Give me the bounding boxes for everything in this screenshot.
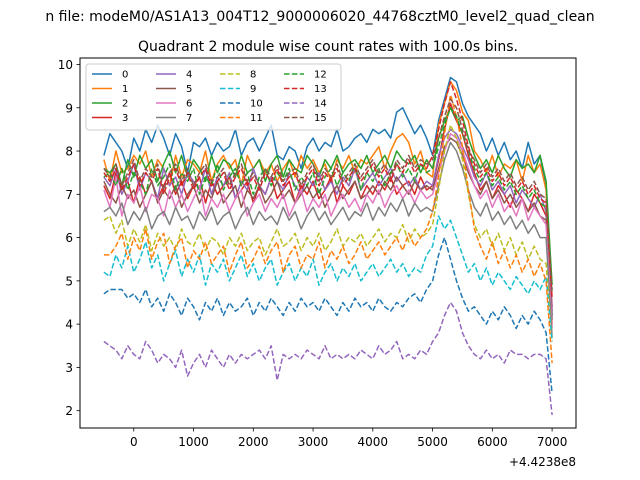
- legend-label-10: 10: [250, 99, 263, 110]
- series-line-14: [103, 301, 553, 416]
- series-line-6: [103, 132, 553, 329]
- x-tick-label: 7000: [537, 435, 568, 449]
- x-tick-label: 3000: [298, 435, 329, 449]
- legend-label-3: 3: [122, 113, 128, 124]
- y-tick-label: 5: [65, 274, 73, 288]
- legend-label-15: 15: [314, 113, 327, 124]
- x-axis: 0 1000 2000 3000 4000 5000 6000 7000: [130, 428, 567, 449]
- x-tick-label: 5000: [417, 435, 448, 449]
- x-tick-label: 0: [130, 435, 138, 449]
- x-tick-label: 6000: [477, 435, 508, 449]
- legend-label-8: 8: [250, 70, 256, 81]
- x-tick-label: 4000: [358, 435, 389, 449]
- legend-box: [85, 63, 342, 131]
- series-line-7: [103, 141, 553, 338]
- legend-label-6: 6: [186, 99, 192, 110]
- x-tick-label: 1000: [178, 435, 209, 449]
- x-axis-offset-text: +4.4238e8: [509, 455, 576, 469]
- y-tick-label: 8: [65, 145, 73, 159]
- series-line-5: [103, 137, 553, 320]
- legend-label-2: 2: [122, 99, 128, 110]
- series-line-11: [103, 94, 553, 364]
- legend-label-5: 5: [186, 84, 192, 95]
- legend-label-11: 11: [250, 113, 263, 124]
- legend-label-0: 0: [122, 70, 128, 81]
- plot-frame: [79, 57, 577, 429]
- legend-label-1: 1: [122, 84, 128, 95]
- series-line-0: [103, 76, 553, 316]
- x-tick-label: 2000: [238, 435, 269, 449]
- series-line-10: [103, 236, 553, 394]
- legend-label-7: 7: [186, 113, 192, 124]
- y-tick-label: 10: [58, 58, 73, 72]
- chart-title: Quadrant 2 module wise count rates with …: [138, 39, 518, 55]
- series-layer: [103, 76, 553, 416]
- series-line-9: [103, 215, 553, 342]
- legend-label-12: 12: [314, 70, 327, 81]
- figure-suptitle: n file: modeM0/AS1A13_004T12_9000006020_…: [45, 9, 594, 25]
- y-tick-label: 2: [65, 404, 73, 418]
- legend-label-13: 13: [314, 84, 327, 95]
- legend-label-9: 9: [250, 84, 256, 95]
- y-tick-label: 7: [65, 188, 73, 202]
- y-tick-label: 9: [65, 101, 73, 115]
- y-tick-label: 6: [65, 231, 73, 245]
- series-line-2: [103, 107, 553, 286]
- y-tick-label: 4: [65, 318, 73, 332]
- legend-label-14: 14: [314, 99, 327, 110]
- series-line-13: [103, 81, 553, 299]
- series-line-8: [103, 124, 553, 342]
- legend-label-4: 4: [186, 70, 192, 81]
- series-line-4: [103, 128, 553, 312]
- series-line-12: [103, 107, 553, 290]
- y-axis: 2 3 4 5 6 7 8 9 10: [58, 58, 80, 418]
- series-line-15: [103, 98, 553, 294]
- y-tick-label: 3: [65, 361, 73, 375]
